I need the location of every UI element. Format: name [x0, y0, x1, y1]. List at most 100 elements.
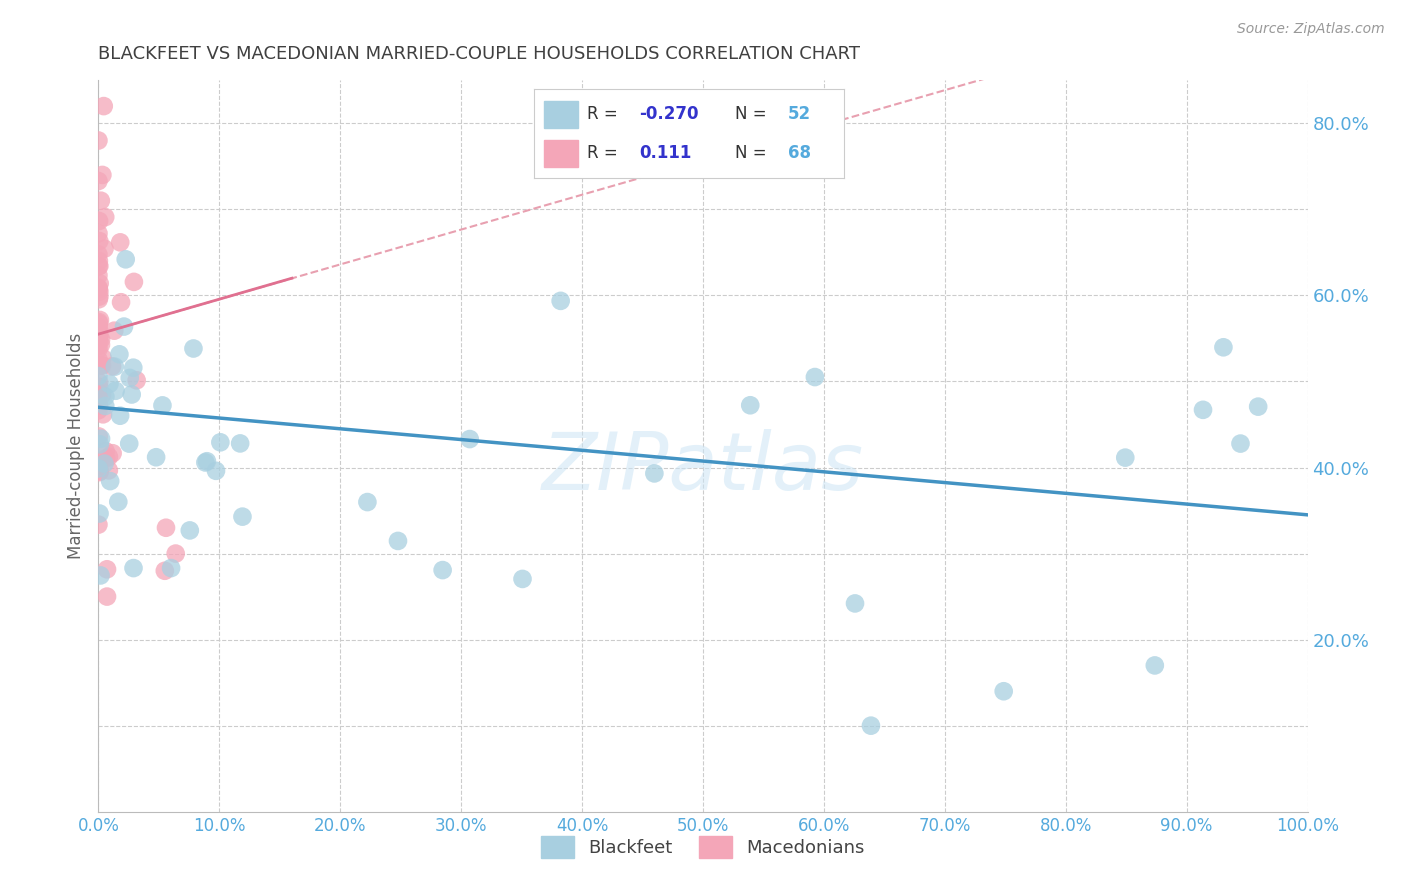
Point — [87, 342, 110, 356]
Point — [87, 282, 110, 296]
Point — [87, 247, 110, 261]
Point — [90, 332, 112, 346]
Legend: Blackfeet, Macedonians: Blackfeet, Macedonians — [534, 829, 872, 865]
Point — [94, 210, 117, 224]
Point — [1212, 340, 1234, 354]
Point — [91, 407, 114, 421]
Point — [101, 446, 124, 460]
Point — [121, 387, 143, 401]
Point — [152, 398, 174, 412]
Point — [229, 436, 252, 450]
Point — [125, 373, 148, 387]
Point — [103, 324, 125, 338]
Point — [90, 194, 112, 208]
Point — [122, 360, 145, 375]
Point — [165, 547, 187, 561]
Text: -0.270: -0.270 — [640, 105, 699, 123]
Point — [87, 328, 110, 343]
Point — [356, 495, 378, 509]
Point — [104, 384, 127, 398]
Point — [104, 359, 127, 374]
Text: Source: ZipAtlas.com: Source: ZipAtlas.com — [1237, 22, 1385, 37]
Point — [108, 409, 131, 423]
Point — [209, 435, 232, 450]
Point — [804, 370, 827, 384]
Text: N =: N = — [735, 105, 772, 123]
Point — [89, 289, 111, 303]
Point — [512, 572, 534, 586]
Point — [118, 436, 141, 450]
Point — [87, 254, 110, 268]
Point — [122, 275, 145, 289]
Point — [89, 437, 111, 451]
Point — [93, 242, 115, 256]
Point — [107, 495, 129, 509]
Point — [87, 268, 110, 283]
Point — [153, 564, 176, 578]
Point — [859, 719, 882, 733]
Point — [1192, 402, 1215, 417]
Point — [87, 320, 110, 334]
Point — [87, 331, 110, 345]
Point — [89, 277, 111, 291]
Point — [118, 371, 141, 385]
Point — [87, 517, 110, 532]
Point — [387, 533, 409, 548]
Point — [195, 454, 218, 468]
Point — [643, 467, 665, 481]
Point — [94, 390, 117, 404]
Point — [183, 342, 205, 356]
Point — [89, 259, 111, 273]
Point — [93, 457, 115, 471]
Point — [90, 432, 112, 446]
Point — [87, 458, 110, 473]
Point — [550, 293, 572, 308]
Point — [1114, 450, 1136, 465]
Point — [89, 507, 111, 521]
Text: 52: 52 — [787, 105, 811, 123]
Point — [87, 353, 110, 368]
Point — [458, 432, 481, 446]
Point — [87, 369, 110, 384]
Point — [160, 561, 183, 575]
Text: R =: R = — [586, 145, 623, 162]
Point — [94, 444, 117, 458]
Point — [87, 338, 110, 352]
Point — [87, 281, 110, 295]
Point — [94, 451, 117, 466]
Point — [97, 450, 120, 464]
Text: N =: N = — [735, 145, 772, 162]
Point — [89, 376, 111, 390]
Point — [90, 568, 112, 582]
Point — [110, 295, 132, 310]
Point — [87, 174, 110, 188]
Point — [98, 376, 121, 391]
Bar — [544, 101, 578, 128]
Point — [87, 403, 110, 417]
Point — [87, 260, 110, 274]
Point — [97, 463, 120, 477]
Point — [101, 359, 124, 374]
Point — [98, 474, 121, 488]
Point — [145, 450, 167, 465]
Point — [205, 464, 228, 478]
Point — [194, 455, 217, 469]
Point — [96, 562, 118, 576]
Point — [89, 324, 111, 338]
Point — [1143, 658, 1166, 673]
Point — [91, 388, 114, 402]
Point — [89, 313, 111, 327]
Point — [94, 399, 117, 413]
Point — [87, 461, 110, 475]
Point — [89, 332, 111, 346]
Point — [87, 317, 110, 331]
Point — [87, 293, 110, 307]
Point — [89, 385, 111, 400]
Point — [110, 235, 132, 250]
Text: 0.111: 0.111 — [640, 145, 692, 162]
Point — [89, 234, 111, 248]
Point — [108, 347, 131, 361]
Point — [993, 684, 1015, 698]
Point — [179, 524, 201, 538]
Point — [89, 465, 111, 479]
